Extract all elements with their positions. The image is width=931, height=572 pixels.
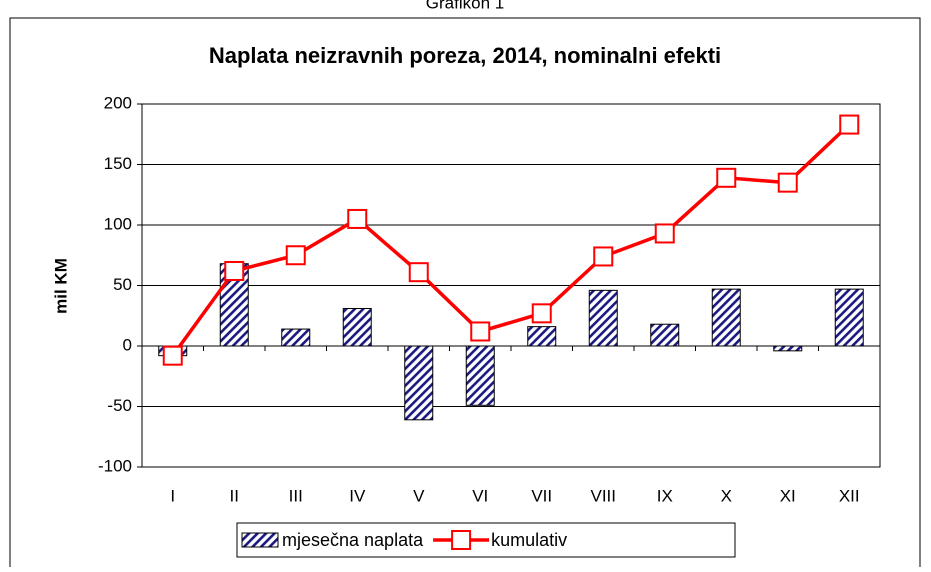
legend-label: kumulativ bbox=[491, 530, 567, 550]
line-marker bbox=[593, 246, 614, 267]
y-tick-label: 100 bbox=[104, 214, 132, 233]
y-tick-label: 0 bbox=[123, 335, 132, 354]
line-marker bbox=[347, 208, 368, 229]
y-tick-label: 200 bbox=[104, 93, 132, 112]
line-marker bbox=[470, 321, 491, 342]
x-tick-label: IX bbox=[657, 486, 673, 505]
bar bbox=[527, 326, 557, 347]
line-marker bbox=[408, 262, 429, 283]
line bbox=[171, 123, 851, 357]
line-marker bbox=[716, 167, 737, 188]
bar bbox=[342, 307, 372, 347]
bar bbox=[404, 345, 434, 421]
y-tick-label: 50 bbox=[113, 275, 132, 294]
line-marker bbox=[654, 223, 675, 244]
bar bbox=[773, 345, 803, 352]
line-marker bbox=[531, 303, 552, 324]
x-tick-label: VI bbox=[472, 486, 488, 505]
chart-frame bbox=[9, 17, 921, 572]
bar bbox=[711, 288, 741, 347]
x-tick-label: I bbox=[170, 486, 175, 505]
line-marker bbox=[285, 245, 306, 266]
x-tick-label: V bbox=[413, 486, 425, 505]
line-marker bbox=[224, 260, 245, 281]
bar bbox=[650, 323, 680, 347]
legend-marker bbox=[451, 530, 472, 550]
x-tick-label: IV bbox=[349, 486, 366, 505]
bar bbox=[834, 288, 864, 347]
y-tick-label: 150 bbox=[104, 154, 132, 173]
page-title: Grafikon 1 bbox=[426, 0, 504, 12]
legend-label: mjesečna naplata bbox=[282, 530, 424, 550]
y-tick-label: -100 bbox=[98, 456, 132, 475]
legend: mjesečna naplata kumulativ bbox=[236, 522, 736, 558]
bar bbox=[281, 328, 311, 347]
x-tick-label: VII bbox=[531, 486, 552, 505]
x-tick-label: X bbox=[721, 486, 732, 505]
x-tick-label: VIII bbox=[590, 486, 616, 505]
line-marker bbox=[162, 345, 183, 366]
x-tick-label: XII bbox=[839, 486, 860, 505]
x-tick-label: III bbox=[289, 486, 303, 505]
plot-border bbox=[141, 103, 881, 468]
x-tick-label: II bbox=[230, 486, 239, 505]
line-marker bbox=[839, 114, 860, 135]
legend-swatch bbox=[241, 532, 279, 548]
x-tick-label: XI bbox=[780, 486, 796, 505]
y-tick-label: -50 bbox=[107, 396, 132, 415]
line-marker bbox=[777, 172, 798, 193]
y-axis-label: mil KM bbox=[51, 258, 70, 314]
chart-title: Naplata neizravnih poreza, 2014, nominal… bbox=[209, 43, 721, 68]
bar bbox=[465, 345, 495, 406]
bar bbox=[588, 289, 618, 347]
